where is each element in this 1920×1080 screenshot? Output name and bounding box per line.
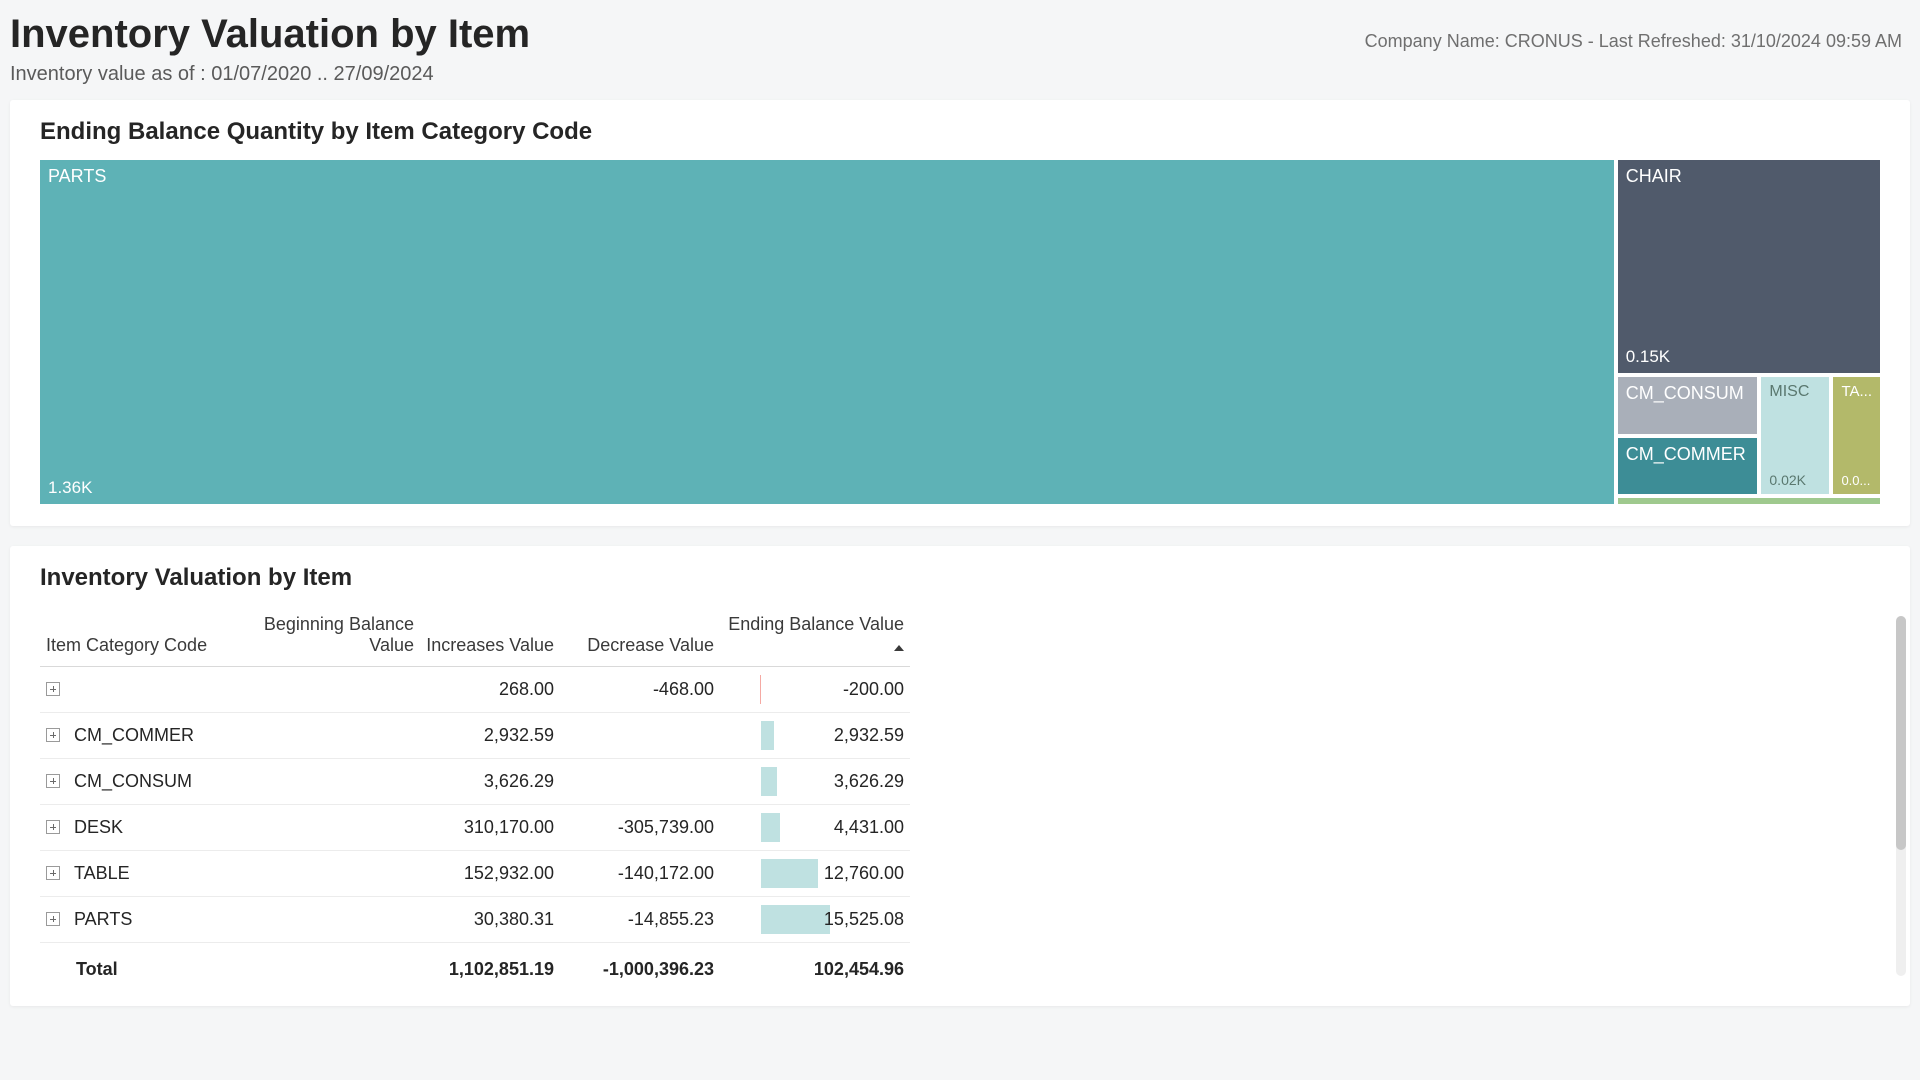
treemap-label: CM_COMMER xyxy=(1626,444,1746,465)
value-cell: 310,170.00 xyxy=(420,805,560,851)
total-label: Total xyxy=(40,943,220,993)
column-header[interactable]: Ending Balance Value xyxy=(720,606,910,667)
ending-balance-cell: -200.00 xyxy=(720,667,910,713)
ending-balance-cell: 12,760.00 xyxy=(720,851,910,897)
table-row[interactable]: DESK 310,170.00-305,739.004,431.00 xyxy=(40,805,910,851)
column-header[interactable]: Decrease Value xyxy=(560,606,720,667)
value-cell xyxy=(220,667,420,713)
treemap-value: 0.15K xyxy=(1626,347,1670,367)
treemap-right-column: CHAIR 0.15K CM_CONSUM CM_COMMER xyxy=(1618,160,1880,504)
value-cell xyxy=(220,805,420,851)
column-header[interactable]: Item Category Code xyxy=(40,606,220,667)
sort-ascending-icon xyxy=(894,645,904,651)
ending-balance-bar xyxy=(761,905,830,934)
treemap-label: MISC xyxy=(1769,383,1809,401)
inventory-table[interactable]: Item Category CodeBeginning Balance Valu… xyxy=(40,606,910,992)
value-cell: 152,932.00 xyxy=(420,851,560,897)
treemap-label: TA... xyxy=(1841,383,1872,400)
ending-balance-bar xyxy=(761,813,781,842)
treemap-label: PARTS xyxy=(48,166,106,187)
column-header[interactable]: Beginning Balance Value xyxy=(220,606,420,667)
category-cell[interactable]: CM_CONSUM xyxy=(40,759,220,805)
value-cell: 30,380.31 xyxy=(420,897,560,943)
last-refreshed-value: 31/10/2024 09:59 AM xyxy=(1731,31,1902,51)
expand-icon[interactable] xyxy=(46,774,60,788)
company-name-label: Company Name: xyxy=(1365,31,1500,51)
column-header[interactable]: Increases Value xyxy=(420,606,560,667)
last-refreshed-label: Last Refreshed: xyxy=(1599,31,1726,51)
table-row[interactable]: CM_COMMER 2,932.59 2,932.59 xyxy=(40,713,910,759)
category-cell[interactable]: TABLE xyxy=(40,851,220,897)
treemap-label: CHAIR xyxy=(1626,166,1682,187)
company-name: CRONUS xyxy=(1505,31,1583,51)
value-cell: 3,626.29 xyxy=(420,759,560,805)
category-label: DESK xyxy=(74,817,123,837)
value-cell: -468.00 xyxy=(560,667,720,713)
value-cell xyxy=(220,713,420,759)
total-value: -1,000,396.23 xyxy=(560,943,720,993)
category-cell[interactable]: PARTS xyxy=(40,897,220,943)
value-cell xyxy=(560,759,720,805)
value-cell xyxy=(220,759,420,805)
table-row[interactable]: 268.00-468.00-200.00 xyxy=(40,667,910,713)
total-value: 1,102,851.19 xyxy=(420,943,560,993)
table-row[interactable]: PARTS 30,380.31-14,855.2315,525.08 xyxy=(40,897,910,943)
category-cell[interactable]: DESK xyxy=(40,805,220,851)
category-label: TABLE xyxy=(74,863,130,883)
category-cell[interactable]: CM_COMMER xyxy=(40,713,220,759)
page-title: Inventory Valuation by Item xyxy=(10,12,530,57)
value-cell xyxy=(220,851,420,897)
table-row[interactable]: CM_CONSUM 3,626.29 3,626.29 xyxy=(40,759,910,805)
treemap-value: 0.02K xyxy=(1769,472,1806,488)
page-subtitle: Inventory value as of : 01/07/2020 .. 27… xyxy=(10,63,1910,86)
treemap-title: Ending Balance Quantity by Item Category… xyxy=(40,118,1880,146)
treemap[interactable]: PARTS 1.36K CHAIR 0.15K CM_CONSUM CM_COM… xyxy=(40,160,1880,504)
ending-balance-cell: 15,525.08 xyxy=(720,897,910,943)
treemap-value: 1.36K xyxy=(48,478,92,498)
ending-balance-bar xyxy=(761,721,774,750)
total-value: 102,454.96 xyxy=(720,943,910,993)
table-total-row: Total 1,102,851.19-1,000,396.23102,454.96 xyxy=(40,943,910,993)
treemap-cell-cm-commer[interactable]: CM_COMMER xyxy=(1618,438,1758,494)
ending-balance-bar xyxy=(761,767,777,796)
ending-balance-cell: 4,431.00 xyxy=(720,805,910,851)
ending-balance-bar xyxy=(761,859,818,888)
scrollbar-thumb[interactable] xyxy=(1896,616,1906,850)
expand-icon[interactable] xyxy=(46,682,60,696)
value-cell: 2,932.59 xyxy=(420,713,560,759)
treemap-cell-table[interactable]: TA... 0.0... xyxy=(1833,377,1880,494)
ending-balance-cell: 2,932.59 xyxy=(720,713,910,759)
expand-icon[interactable] xyxy=(46,820,60,834)
total-value xyxy=(220,943,420,993)
category-label: PARTS xyxy=(74,909,132,929)
value-cell xyxy=(220,897,420,943)
category-cell[interactable] xyxy=(40,667,220,713)
value-cell: -140,172.00 xyxy=(560,851,720,897)
ending-balance-cell: 3,626.29 xyxy=(720,759,910,805)
category-label: CM_COMMER xyxy=(74,725,194,745)
table-header-row: Item Category CodeBeginning Balance Valu… xyxy=(40,606,910,667)
treemap-value: 0.0... xyxy=(1841,473,1870,488)
treemap-cell-chair[interactable]: CHAIR 0.15K xyxy=(1618,160,1880,373)
treemap-cell-misc[interactable]: MISC 0.02K xyxy=(1761,377,1829,494)
table-scrollbar[interactable] xyxy=(1896,616,1906,976)
value-cell: -305,739.00 xyxy=(560,805,720,851)
table-title: Inventory Valuation by Item xyxy=(40,564,1880,592)
expand-icon[interactable] xyxy=(46,912,60,926)
table-row[interactable]: TABLE 152,932.00-140,172.0012,760.00 xyxy=(40,851,910,897)
treemap-card: Ending Balance Quantity by Item Category… xyxy=(10,100,1910,526)
treemap-cell-cm-consum[interactable]: CM_CONSUM xyxy=(1618,377,1758,433)
value-cell: -14,855.23 xyxy=(560,897,720,943)
value-cell: 268.00 xyxy=(420,667,560,713)
value-cell xyxy=(560,713,720,759)
refresh-info: Company Name: CRONUS - Last Refreshed: 3… xyxy=(1365,17,1910,52)
expand-icon[interactable] xyxy=(46,866,60,880)
treemap-cell-parts[interactable]: PARTS 1.36K xyxy=(40,160,1614,504)
table-card: Inventory Valuation by Item Item Categor… xyxy=(10,546,1910,1006)
treemap-cell-sliver[interactable] xyxy=(1618,498,1880,504)
treemap-label: CM_CONSUM xyxy=(1626,383,1744,404)
category-label: CM_CONSUM xyxy=(74,771,192,791)
expand-icon[interactable] xyxy=(46,728,60,742)
